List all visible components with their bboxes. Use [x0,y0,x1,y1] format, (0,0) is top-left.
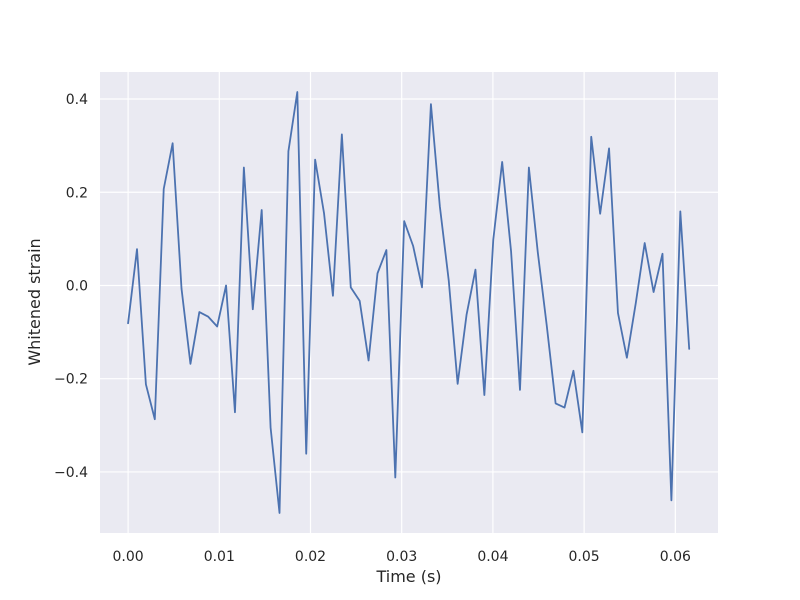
x-tick-label: 0.03 [386,549,417,565]
x-tick-label: 0.05 [569,549,600,565]
series-line-0 [127,91,691,514]
x-tick-label: 0.00 [113,549,144,565]
y-tick-label: −0.4 [54,465,88,481]
series-layer [127,91,691,514]
x-tick-labels: 0.00 0.01 0.02 0.03 0.04 0.05 0.06 [113,549,691,565]
y-gridlines [100,98,718,473]
x-axis-label: Time (s) [375,567,441,586]
y-tick-label: −0.2 [54,372,88,388]
y-tick-labels: −0.4 −0.2 0.0 0.2 0.4 [54,92,88,481]
x-tick-label: 0.01 [204,549,235,565]
y-axis-label: Whitened strain [25,238,44,365]
plot-background [100,72,718,533]
x-tick-label: 0.06 [660,549,691,565]
y-tick-label: 0.0 [66,278,88,294]
y-tick-label: 0.4 [66,92,88,108]
x-tick-label: 0.04 [477,549,508,565]
y-tick-label: 0.2 [66,185,88,201]
x-tick-label: 0.02 [295,549,326,565]
